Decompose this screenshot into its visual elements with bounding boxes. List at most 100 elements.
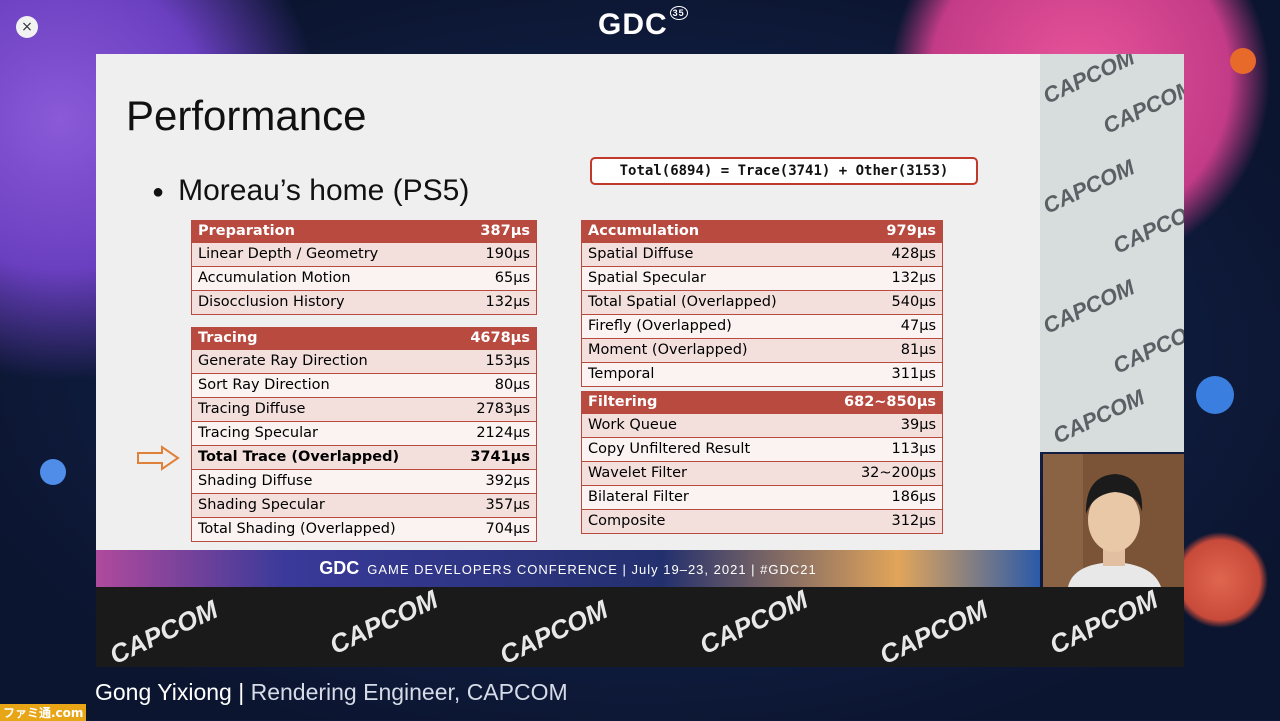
- capcom-side-panel: CAPCOM CAPCOM CAPCOM CAPCOM CAPCOM CAPCO…: [1040, 54, 1184, 452]
- row-label: Linear Depth / Geometry: [198, 246, 379, 262]
- tracing-table: Tracing 4678μs Generate Ray Direction 153μ…: [191, 327, 537, 542]
- table-row: Shading Diffuse 392μs: [192, 470, 536, 494]
- table-row: Spatial Specular 132μs: [582, 267, 942, 291]
- row-label: Composite: [588, 513, 666, 529]
- row-label: Shading Diffuse: [198, 473, 313, 489]
- capcom-logo: CAPCOM: [104, 594, 223, 667]
- row-label: Copy Unfiltered Result: [588, 441, 751, 457]
- header-value: 979μs: [886, 223, 936, 239]
- banner-logo: GDC: [319, 558, 360, 578]
- row-value: 132μs: [485, 294, 530, 310]
- row-value: 81μs: [900, 342, 936, 358]
- table-row: Total Shading (Overlapped) 704μs: [192, 518, 536, 542]
- row-value: 357μs: [485, 497, 530, 513]
- header-label: Filtering: [588, 394, 658, 410]
- planet-blue-left: [40, 459, 66, 485]
- capcom-logo: CAPCOM: [324, 587, 443, 661]
- speaker-avatar: [1043, 454, 1184, 587]
- speaker-role: Rendering Engineer, CAPCOM: [250, 679, 568, 705]
- row-label: Total Shading (Overlapped): [198, 521, 396, 537]
- capcom-logo: CAPCOM: [1040, 274, 1139, 339]
- row-label: Firefly (Overlapped): [588, 318, 732, 334]
- bullet-text: Moreau’s home (PS5): [178, 174, 470, 207]
- row-value: 153μs: [485, 353, 530, 369]
- capcom-banner-strip: CAPCOM CAPCOM CAPCOM CAPCOM CAPCOM CAPCO…: [96, 587, 1184, 667]
- capcom-logo: CAPCOM: [494, 594, 613, 667]
- table-row: Sort Ray Direction 80μs: [192, 374, 536, 398]
- speaker-webcam: [1043, 454, 1184, 587]
- slide-title: Performance: [126, 92, 367, 139]
- row-value: 47μs: [900, 318, 936, 334]
- gdc-logo: GDC 35: [598, 6, 688, 42]
- gdc-logo-text: GDC: [598, 8, 668, 41]
- row-label: Shading Specular: [198, 497, 325, 513]
- presentation-slide: Performance ● Moreau’s home (PS5) Total(6…: [96, 54, 1040, 550]
- conference-banner: GDC GAME DEVELOPERS CONFERENCE | July 19–…: [96, 550, 1040, 587]
- row-label: Sort Ray Direction: [198, 377, 330, 393]
- capcom-logo: CAPCOM: [1099, 74, 1184, 139]
- table-row: Shading Specular 357μs: [192, 494, 536, 518]
- row-label: Disocclusion History: [198, 294, 345, 310]
- planet-blue-right: [1196, 376, 1234, 414]
- row-value: 65μs: [494, 270, 530, 286]
- row-value: 704μs: [485, 521, 530, 537]
- row-label: Generate Ray Direction: [198, 353, 368, 369]
- header-label: Accumulation: [588, 223, 700, 239]
- table-row: Total Spatial (Overlapped) 540μs: [582, 291, 942, 315]
- row-value: 113μs: [891, 441, 936, 457]
- row-value: 312μs: [891, 513, 936, 529]
- table-row: Tracing Specular 2124μs: [192, 422, 536, 446]
- header-label: Tracing: [198, 330, 258, 346]
- header-value: 682~850μs: [844, 394, 936, 410]
- capcom-logo: CAPCOM: [1109, 194, 1184, 259]
- row-value: 2124μs: [476, 425, 530, 441]
- banner-text: GAME DEVELOPERS CONFERENCE | July 19–23,…: [367, 562, 817, 577]
- capcom-logo: CAPCOM: [1044, 587, 1163, 661]
- row-label: Total Trace (Overlapped): [198, 449, 400, 465]
- filtering-header: Filtering 682~850μs: [582, 391, 942, 414]
- slide-bullet: ● Moreau’s home (PS5): [152, 174, 469, 208]
- capcom-logo: CAPCOM: [694, 587, 813, 661]
- gdc-edition-badge: 35: [669, 6, 688, 20]
- row-value: 2783μs: [476, 401, 530, 417]
- planet-orange: [1230, 48, 1256, 74]
- capcom-logo: CAPCOM: [1109, 314, 1184, 379]
- table-row-highlighted: Total Trace (Overlapped) 3741μs: [192, 446, 536, 470]
- table-row: Accumulation Motion 65μs: [192, 267, 536, 291]
- close-button[interactable]: ×: [16, 16, 38, 38]
- table-row: Temporal 311μs: [582, 363, 942, 387]
- header-value: 387μs: [480, 223, 530, 239]
- row-label: Work Queue: [588, 417, 677, 433]
- row-value: 392μs: [485, 473, 530, 489]
- preparation-table: Preparation 387μs Linear Depth / Geometry…: [191, 220, 537, 315]
- row-label: Tracing Diffuse: [198, 401, 306, 417]
- table-row: Copy Unfiltered Result 113μs: [582, 438, 942, 462]
- tracing-header: Tracing 4678μs: [192, 327, 536, 350]
- row-label: Temporal: [588, 366, 655, 382]
- capcom-logo: CAPCOM: [1049, 384, 1149, 449]
- table-row: Composite 312μs: [582, 510, 942, 534]
- arrow-right-icon: [137, 445, 180, 471]
- speaker-name: Gong Yixiong: [95, 679, 232, 705]
- row-label: Bilateral Filter: [588, 489, 689, 505]
- table-row: Work Queue 39μs: [582, 414, 942, 438]
- total-summary-box: Total(6894) = Trace(3741) + Other(3153): [590, 157, 978, 185]
- row-value: 186μs: [891, 489, 936, 505]
- row-value: 190μs: [485, 246, 530, 262]
- table-row: Spatial Diffuse 428μs: [582, 243, 942, 267]
- row-value: 3741μs: [470, 449, 530, 465]
- capcom-logo: CAPCOM: [874, 594, 993, 667]
- header-value: 4678μs: [470, 330, 530, 346]
- table-row: Bilateral Filter 186μs: [582, 486, 942, 510]
- table-row: Generate Ray Direction 153μs: [192, 350, 536, 374]
- row-value: 132μs: [891, 270, 936, 286]
- row-value: 311μs: [891, 366, 936, 382]
- table-row: Moment (Overlapped) 81μs: [582, 339, 942, 363]
- row-label: Wavelet Filter: [588, 465, 687, 481]
- row-label: Tracing Specular: [198, 425, 318, 441]
- table-row: Firefly (Overlapped) 47μs: [582, 315, 942, 339]
- row-label: Accumulation Motion: [198, 270, 351, 286]
- row-label: Total Spatial (Overlapped): [588, 294, 777, 310]
- table-row: Tracing Diffuse 2783μs: [192, 398, 536, 422]
- speaker-caption: Gong Yixiong | Rendering Engineer, CAPCO…: [95, 679, 568, 706]
